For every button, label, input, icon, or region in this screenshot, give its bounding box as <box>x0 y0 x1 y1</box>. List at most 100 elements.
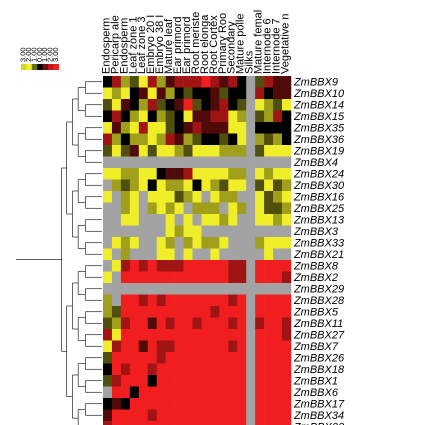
heatmap-cell <box>103 237 113 249</box>
heatmap-cell <box>282 191 292 203</box>
heatmap-cell <box>156 352 166 364</box>
heatmap-cell <box>264 122 274 134</box>
heatmap-cell <box>237 283 247 295</box>
column-label: Ear primord <box>181 17 193 74</box>
heatmap-cell <box>264 398 274 410</box>
heatmap-cell <box>246 179 256 192</box>
heatmap-cell <box>183 329 193 341</box>
heatmap-cell <box>111 271 122 284</box>
heatmap-cell <box>210 133 220 146</box>
column-label: Leaf zone 1 <box>127 17 139 75</box>
heatmap-cell <box>147 271 157 284</box>
heatmap-cell <box>165 168 175 180</box>
heatmap-cell <box>120 248 131 261</box>
heatmap-cell <box>165 225 175 238</box>
heatmap-cell <box>103 260 113 272</box>
heatmap-cell <box>237 352 247 364</box>
heatmap-cell <box>210 122 220 134</box>
heatmap-cell <box>282 294 292 307</box>
heatmap-cell <box>282 248 292 261</box>
heatmap-cell <box>103 145 113 157</box>
heatmap-cell <box>174 248 184 261</box>
column-label: Root meriste <box>190 12 202 74</box>
heatmap-cell <box>183 294 193 307</box>
heatmap-cell <box>264 191 274 203</box>
heatmap-cell <box>246 375 256 387</box>
heatmap-cell <box>129 421 140 425</box>
heatmap-cell <box>282 363 292 376</box>
heatmap-cell <box>228 168 238 180</box>
heatmap-cell <box>129 317 140 330</box>
heatmap-cell <box>219 421 229 425</box>
heatmap-cell <box>129 110 140 123</box>
heatmap-cell <box>156 317 166 330</box>
heatmap-cell <box>201 122 211 134</box>
row-dendrogram <box>16 81 102 425</box>
heatmap-cell <box>147 260 157 272</box>
row-label: ZmBBX35 <box>293 123 345 135</box>
heatmap-cell <box>111 363 122 376</box>
heatmap-cell <box>174 156 184 169</box>
heatmap-cell <box>228 156 238 169</box>
row-label: ZmBBX11 <box>293 318 343 330</box>
heatmap-cell <box>201 317 211 330</box>
color-scale-swatch <box>26 64 32 70</box>
heatmap-cell <box>201 133 211 146</box>
heatmap-cell <box>264 156 274 169</box>
heatmap-cell <box>192 179 202 192</box>
heatmap-cell <box>210 225 220 238</box>
heatmap-cell <box>183 283 193 295</box>
heatmap-cell <box>165 352 175 364</box>
heatmap-cell <box>192 122 202 134</box>
heatmap-cell <box>183 306 193 318</box>
heatmap-cell <box>201 99 211 111</box>
heatmap-cell <box>138 156 149 169</box>
heatmap-cell <box>228 375 238 387</box>
heatmap-cell <box>201 191 211 203</box>
heatmap-cell <box>183 237 193 249</box>
heatmap-cell <box>138 421 149 425</box>
heatmap-cell <box>219 340 229 353</box>
column-label: Endosperm <box>100 18 112 74</box>
heatmap-cell <box>246 260 256 272</box>
heatmap-cell <box>228 329 238 341</box>
row-label: ZmBBX26 <box>293 353 345 365</box>
heatmap-cell <box>255 145 265 157</box>
heatmap-cell <box>120 76 131 88</box>
heatmap-cell <box>174 363 184 376</box>
heatmap-cell <box>111 398 122 410</box>
heatmap-cell <box>174 237 184 249</box>
heatmap-cell <box>273 329 283 341</box>
heatmap-cell <box>120 409 131 422</box>
heatmap-cell <box>120 237 131 249</box>
heatmap-cell <box>174 202 184 215</box>
heatmap-cell <box>192 237 202 249</box>
heatmap-cell <box>147 421 157 425</box>
heatmap-cell <box>103 386 113 399</box>
column-label: Primary Roo <box>217 13 229 74</box>
heatmap-cell <box>237 214 247 226</box>
heatmap-cell <box>273 260 283 272</box>
heatmap-cell <box>138 225 149 238</box>
heatmap-cell <box>264 260 274 272</box>
heatmap-cell <box>273 375 283 387</box>
heatmap-cell <box>219 168 229 180</box>
heatmap-cell <box>129 306 140 318</box>
heatmap-cell <box>156 260 166 272</box>
heatmap-cell <box>174 76 184 88</box>
heatmap-cell <box>210 76 220 88</box>
heatmap-cell <box>147 122 157 134</box>
heatmap-cell <box>111 283 122 295</box>
heatmap-cell <box>264 110 274 123</box>
heatmap-cell <box>210 145 220 157</box>
heatmap-cell <box>147 202 157 215</box>
heatmap-cell <box>103 191 113 203</box>
heatmap-cell <box>138 271 149 284</box>
heatmap-cell <box>282 237 292 249</box>
heatmap-cell <box>282 76 292 88</box>
heatmap-cell <box>219 352 229 364</box>
heatmap-cell <box>120 156 131 169</box>
heatmap-cell <box>210 340 220 353</box>
heatmap-cell <box>228 340 238 353</box>
color-scale-swatch <box>42 64 49 70</box>
